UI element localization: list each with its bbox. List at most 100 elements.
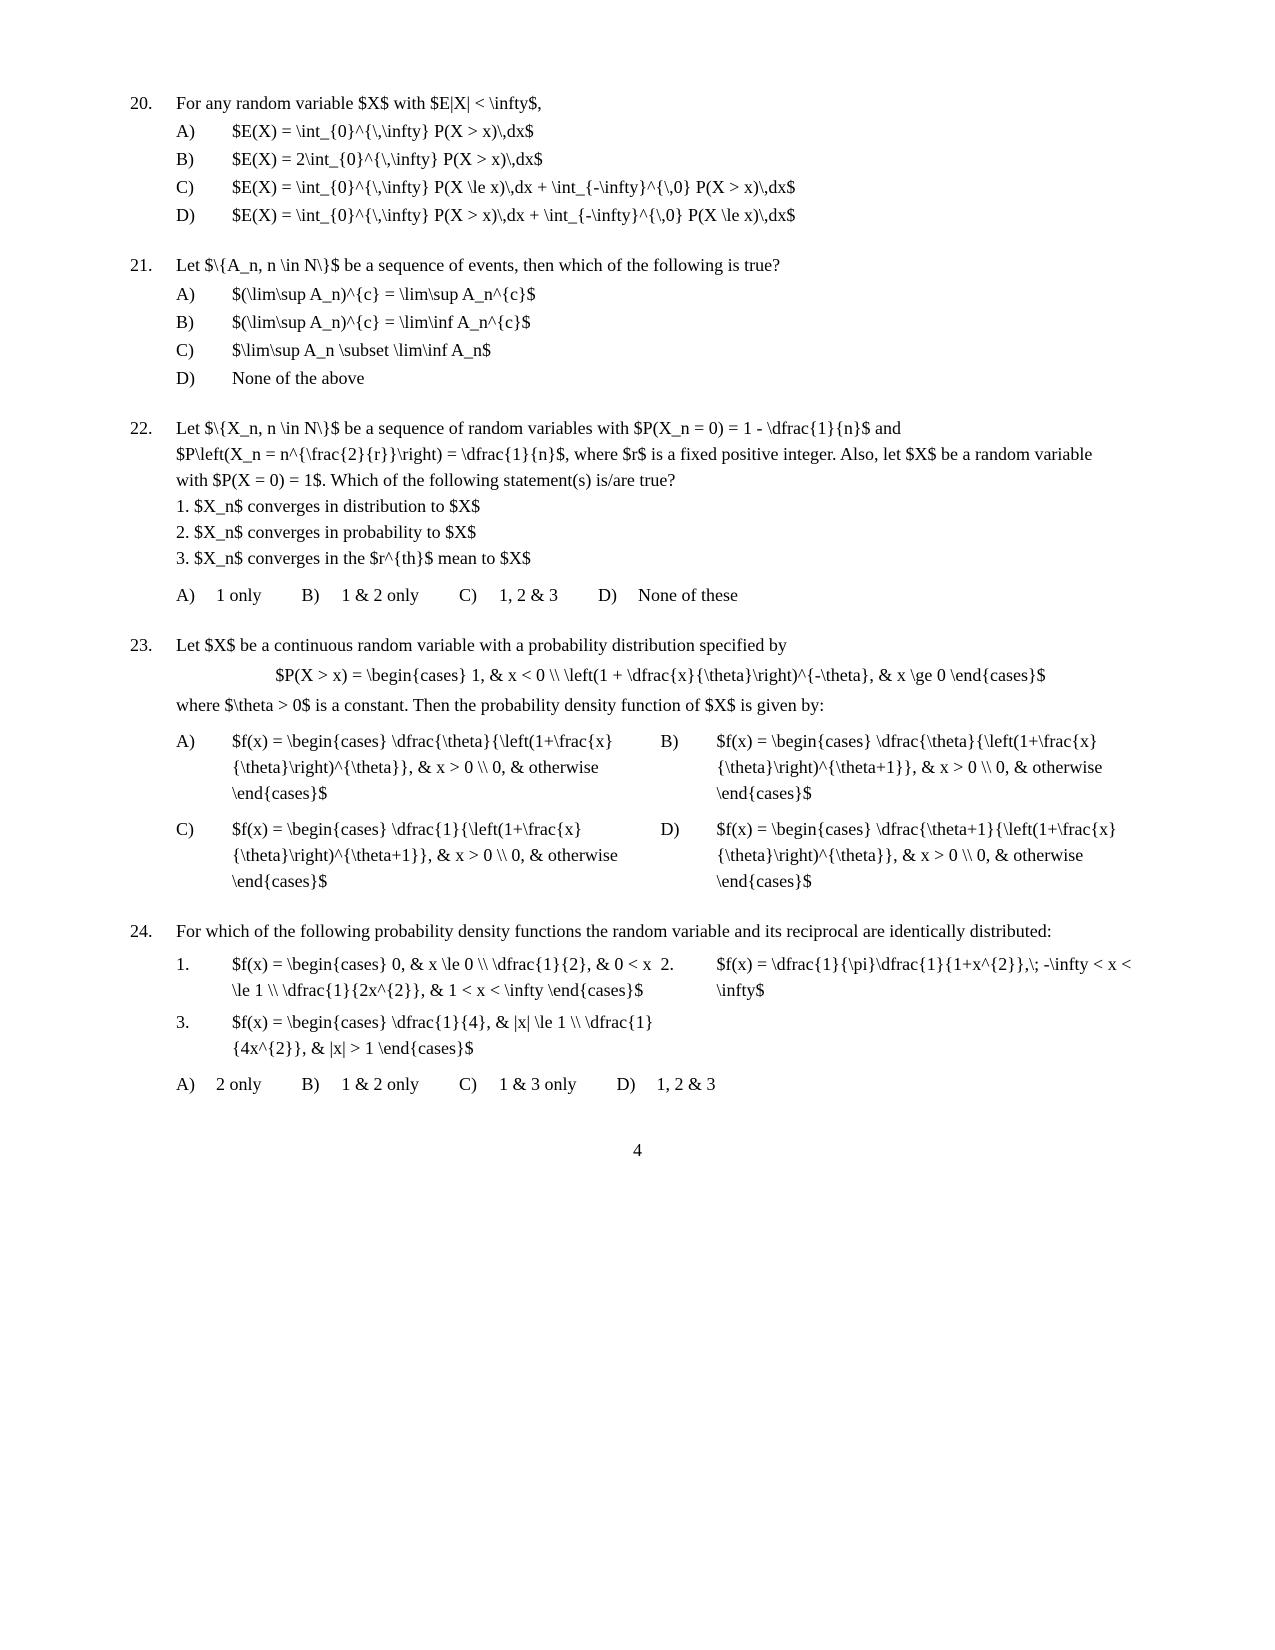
option-text: 1, 2 & 3 bbox=[657, 1071, 716, 1097]
option-label: A) bbox=[176, 728, 232, 806]
stem-line: 3. $X_n$ converges in the $r^{th}$ mean … bbox=[176, 545, 1145, 571]
question-stem: Let $\{A_n, n \in N\}$ be a sequence of … bbox=[176, 252, 1145, 278]
option-label: C) bbox=[176, 174, 232, 200]
option-label: D) bbox=[617, 1071, 657, 1097]
option-text: $E(X) = \int_{0}^{\,\infty} P(X > x)\,dx… bbox=[232, 118, 1145, 144]
option-label: A) bbox=[176, 281, 232, 307]
option-label: A) bbox=[176, 118, 232, 144]
option-text: $f(x) = \begin{cases} \dfrac{\theta+1}{\… bbox=[717, 816, 1146, 894]
option-label: C) bbox=[459, 582, 499, 608]
option-a: A) $f(x) = \begin{cases} \dfrac{\theta}{… bbox=[176, 728, 661, 806]
sub-3: 3. $f(x) = \begin{cases} \dfrac{1}{4}, &… bbox=[176, 1009, 661, 1061]
question-20: 20. For any random variable $X$ with $E|… bbox=[130, 90, 1145, 228]
option-text: 1, 2 & 3 bbox=[499, 582, 558, 608]
option-c: C) $\lim\sup A_n \subset \lim\inf A_n$ bbox=[176, 337, 1145, 363]
stem-line: $P\left(X_n = n^{\frac{2}{r}}\right) = \… bbox=[176, 441, 1145, 467]
option-d: D) 1, 2 & 3 bbox=[617, 1071, 756, 1097]
option-label: D) bbox=[176, 365, 232, 391]
option-text: $f(x) = \begin{cases} \dfrac{\theta}{\le… bbox=[717, 728, 1146, 806]
option-text: None of the above bbox=[232, 365, 1145, 391]
question-body: For which of the following probability d… bbox=[176, 918, 1145, 1097]
page-number: 4 bbox=[130, 1137, 1145, 1163]
option-d: D) None of these bbox=[598, 582, 778, 608]
options-row: A) 1 only B) 1 & 2 only C) 1, 2 & 3 D) N… bbox=[176, 582, 1145, 608]
sub-text: $f(x) = \begin{cases} 0, & x \le 0 \\ \d… bbox=[232, 951, 661, 1003]
option-b: B) $(\lim\sup A_n)^{c} = \lim\inf A_n^{c… bbox=[176, 309, 1145, 335]
question-24: 24. For which of the following probabili… bbox=[130, 918, 1145, 1097]
option-text: $\lim\sup A_n \subset \lim\inf A_n$ bbox=[232, 337, 1145, 363]
option-d: D) $f(x) = \begin{cases} \dfrac{\theta+1… bbox=[661, 816, 1146, 894]
option-b: B) 1 & 2 only bbox=[302, 1071, 460, 1097]
sub-label: 3. bbox=[176, 1009, 232, 1061]
sub-row-1: 1. $f(x) = \begin{cases} 0, & x \le 0 \\… bbox=[176, 951, 1145, 1003]
question-body: For any random variable $X$ with $E|X| <… bbox=[176, 90, 1145, 228]
sub-row-2: 3. $f(x) = \begin{cases} \dfrac{1}{4}, &… bbox=[176, 1009, 1145, 1061]
option-label: C) bbox=[459, 1071, 499, 1097]
option-label: D) bbox=[598, 582, 638, 608]
question-body: Let $X$ be a continuous random variable … bbox=[176, 632, 1145, 895]
option-a: A) $E(X) = \int_{0}^{\,\infty} P(X > x)\… bbox=[176, 118, 1145, 144]
sub-label: 2. bbox=[661, 951, 717, 1003]
option-label: A) bbox=[176, 582, 216, 608]
option-b: B) $f(x) = \begin{cases} \dfrac{\theta}{… bbox=[661, 728, 1146, 806]
question-21: 21. Let $\{A_n, n \in N\}$ be a sequence… bbox=[130, 252, 1145, 390]
option-text: None of these bbox=[638, 582, 738, 608]
sub-1: 1. $f(x) = \begin{cases} 0, & x \le 0 \\… bbox=[176, 951, 661, 1003]
option-b: B) 1 & 2 only bbox=[302, 582, 460, 608]
option-label: B) bbox=[176, 309, 232, 335]
option-d: D) None of the above bbox=[176, 365, 1145, 391]
option-label: B) bbox=[302, 1071, 342, 1097]
option-d: D) $E(X) = \int_{0}^{\,\infty} P(X > x)\… bbox=[176, 202, 1145, 228]
option-c: C) 1 & 3 only bbox=[459, 1071, 617, 1097]
option-label: A) bbox=[176, 1071, 216, 1097]
stem-line: 1. $X_n$ converges in distribution to $X… bbox=[176, 493, 1145, 519]
option-text: 2 only bbox=[216, 1071, 262, 1097]
option-text: $f(x) = \begin{cases} \dfrac{\theta}{\le… bbox=[232, 728, 661, 806]
question-number: 23. bbox=[130, 632, 176, 895]
option-row-1: A) $f(x) = \begin{cases} \dfrac{\theta}{… bbox=[176, 728, 1145, 806]
option-text: $(\lim\sup A_n)^{c} = \lim\sup A_n^{c}$ bbox=[232, 281, 1145, 307]
question-stem: For any random variable $X$ with $E|X| <… bbox=[176, 90, 1145, 116]
option-label: B) bbox=[302, 582, 342, 608]
sub-text: $f(x) = \dfrac{1}{\pi}\dfrac{1}{1+x^{2}}… bbox=[717, 951, 1146, 1003]
option-c: C) 1, 2 & 3 bbox=[459, 582, 598, 608]
question-23: 23. Let $X$ be a continuous random varia… bbox=[130, 632, 1145, 895]
question-stem: For which of the following probability d… bbox=[176, 918, 1145, 944]
option-label: B) bbox=[661, 728, 717, 806]
option-label: D) bbox=[661, 816, 717, 894]
sub-text: $f(x) = \begin{cases} \dfrac{1}{4}, & |x… bbox=[232, 1009, 661, 1061]
center-equation: $P(X > x) = \begin{cases} 1, & x < 0 \\ … bbox=[176, 662, 1145, 688]
option-a: A) 2 only bbox=[176, 1071, 302, 1097]
options-row: A) 2 only B) 1 & 2 only C) 1 & 3 only D)… bbox=[176, 1071, 1145, 1097]
question-number: 20. bbox=[130, 90, 176, 228]
sub-2: 2. $f(x) = \dfrac{1}{\pi}\dfrac{1}{1+x^{… bbox=[661, 951, 1146, 1003]
question-22: 22. Let $\{X_n, n \in N\}$ be a sequence… bbox=[130, 415, 1145, 608]
option-text: $E(X) = 2\int_{0}^{\,\infty} P(X > x)\,d… bbox=[232, 146, 1145, 172]
option-text: $(\lim\sup A_n)^{c} = \lim\inf A_n^{c}$ bbox=[232, 309, 1145, 335]
sub-label: 1. bbox=[176, 951, 232, 1003]
option-c: C) $E(X) = \int_{0}^{\,\infty} P(X \le x… bbox=[176, 174, 1145, 200]
question-number: 21. bbox=[130, 252, 176, 390]
option-text: 1 & 2 only bbox=[342, 1071, 420, 1097]
option-b: B) $E(X) = 2\int_{0}^{\,\infty} P(X > x)… bbox=[176, 146, 1145, 172]
option-text: $E(X) = \int_{0}^{\,\infty} P(X \le x)\,… bbox=[232, 174, 1145, 200]
option-text: 1 only bbox=[216, 582, 262, 608]
option-label: B) bbox=[176, 146, 232, 172]
question-body: Let $\{A_n, n \in N\}$ be a sequence of … bbox=[176, 252, 1145, 390]
option-a: A) 1 only bbox=[176, 582, 302, 608]
option-text: $f(x) = \begin{cases} \dfrac{1}{\left(1+… bbox=[232, 816, 661, 894]
post-text: where $\theta > 0$ is a constant. Then t… bbox=[176, 692, 1145, 718]
stem-line: with $P(X = 0) = 1$. Which of the follow… bbox=[176, 467, 1145, 493]
question-body: Let $\{X_n, n \in N\}$ be a sequence of … bbox=[176, 415, 1145, 608]
question-number: 22. bbox=[130, 415, 176, 608]
option-label: C) bbox=[176, 816, 232, 894]
option-row-2: C) $f(x) = \begin{cases} \dfrac{1}{\left… bbox=[176, 816, 1145, 894]
stem-line: Let $\{X_n, n \in N\}$ be a sequence of … bbox=[176, 415, 1145, 441]
option-text: 1 & 3 only bbox=[499, 1071, 577, 1097]
option-label: C) bbox=[176, 337, 232, 363]
option-a: A) $(\lim\sup A_n)^{c} = \lim\sup A_n^{c… bbox=[176, 281, 1145, 307]
option-c: C) $f(x) = \begin{cases} \dfrac{1}{\left… bbox=[176, 816, 661, 894]
stem-line: 2. $X_n$ converges in probability to $X$ bbox=[176, 519, 1145, 545]
option-text: 1 & 2 only bbox=[342, 582, 420, 608]
option-text: $E(X) = \int_{0}^{\,\infty} P(X > x)\,dx… bbox=[232, 202, 1145, 228]
